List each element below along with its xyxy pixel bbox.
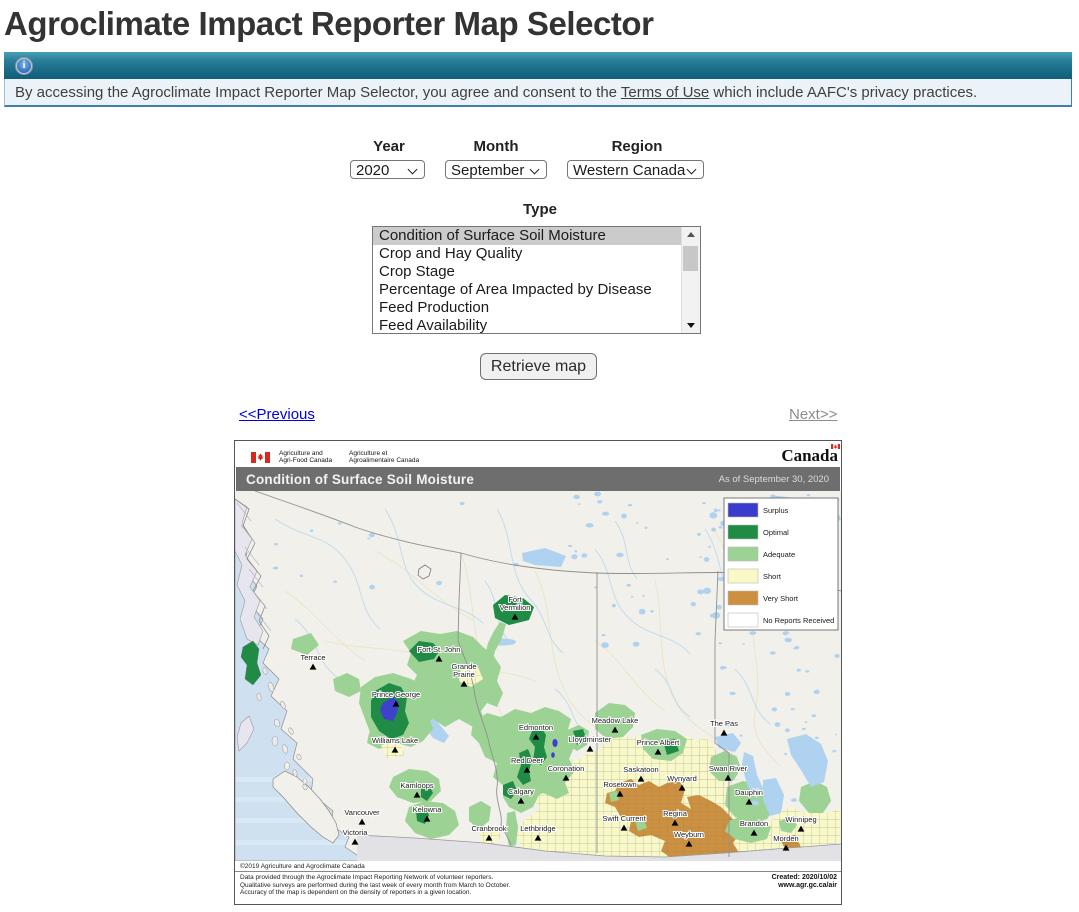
svg-text:Edmonton: Edmonton	[519, 723, 553, 732]
svg-text:Dauphin: Dauphin	[735, 788, 763, 797]
svg-text:Grande: Grande	[451, 662, 476, 671]
svg-text:Swan River: Swan River	[709, 764, 748, 773]
svg-text:Red Deer: Red Deer	[511, 756, 544, 765]
svg-text:Winnipeg: Winnipeg	[785, 815, 816, 824]
svg-text:Rosetown: Rosetown	[603, 780, 636, 789]
svg-text:Vermilion: Vermilion	[500, 603, 531, 612]
svg-text:Williams Lake: Williams Lake	[372, 736, 418, 745]
svg-text:Victoria: Victoria	[343, 828, 369, 837]
svg-text:Cranbrook: Cranbrook	[471, 824, 506, 833]
svg-text:Brandon: Brandon	[740, 819, 768, 828]
svg-text:Prince Albert: Prince Albert	[637, 738, 680, 747]
svg-text:Adequate: Adequate	[763, 550, 795, 559]
svg-text:Regina: Regina	[663, 809, 688, 818]
svg-text:Lethbridge: Lethbridge	[520, 824, 555, 833]
svg-text:Vancouver: Vancouver	[344, 808, 380, 817]
svg-text:The Pas: The Pas	[710, 719, 738, 728]
svg-text:Terrace: Terrace	[300, 653, 325, 662]
svg-text:Wynyard: Wynyard	[667, 774, 697, 783]
svg-text:Very Short: Very Short	[763, 594, 799, 603]
svg-text:Short: Short	[763, 572, 782, 581]
svg-text:Coronation: Coronation	[548, 764, 585, 773]
svg-text:No Reports Received: No Reports Received	[763, 616, 834, 625]
svg-text:Meadow Lake: Meadow Lake	[592, 716, 639, 725]
svg-text:Prince George: Prince George	[372, 690, 420, 699]
svg-text:Saskatoon: Saskatoon	[623, 765, 658, 774]
svg-text:Morden: Morden	[773, 834, 798, 843]
svg-text:Kamloops: Kamloops	[400, 781, 434, 790]
svg-text:Optimal: Optimal	[763, 528, 789, 537]
svg-text:Prairie: Prairie	[453, 670, 475, 679]
svg-text:Fort St. John: Fort St. John	[418, 645, 461, 654]
svg-text:Fort: Fort	[508, 595, 522, 604]
svg-text:Weyburn: Weyburn	[674, 830, 704, 839]
svg-text:Swift Current: Swift Current	[602, 814, 646, 823]
svg-text:Surplus: Surplus	[763, 506, 789, 515]
svg-text:Lloydminster: Lloydminster	[569, 735, 612, 744]
svg-text:Calgary: Calgary	[508, 787, 534, 796]
svg-text:Kelowna: Kelowna	[413, 805, 443, 814]
